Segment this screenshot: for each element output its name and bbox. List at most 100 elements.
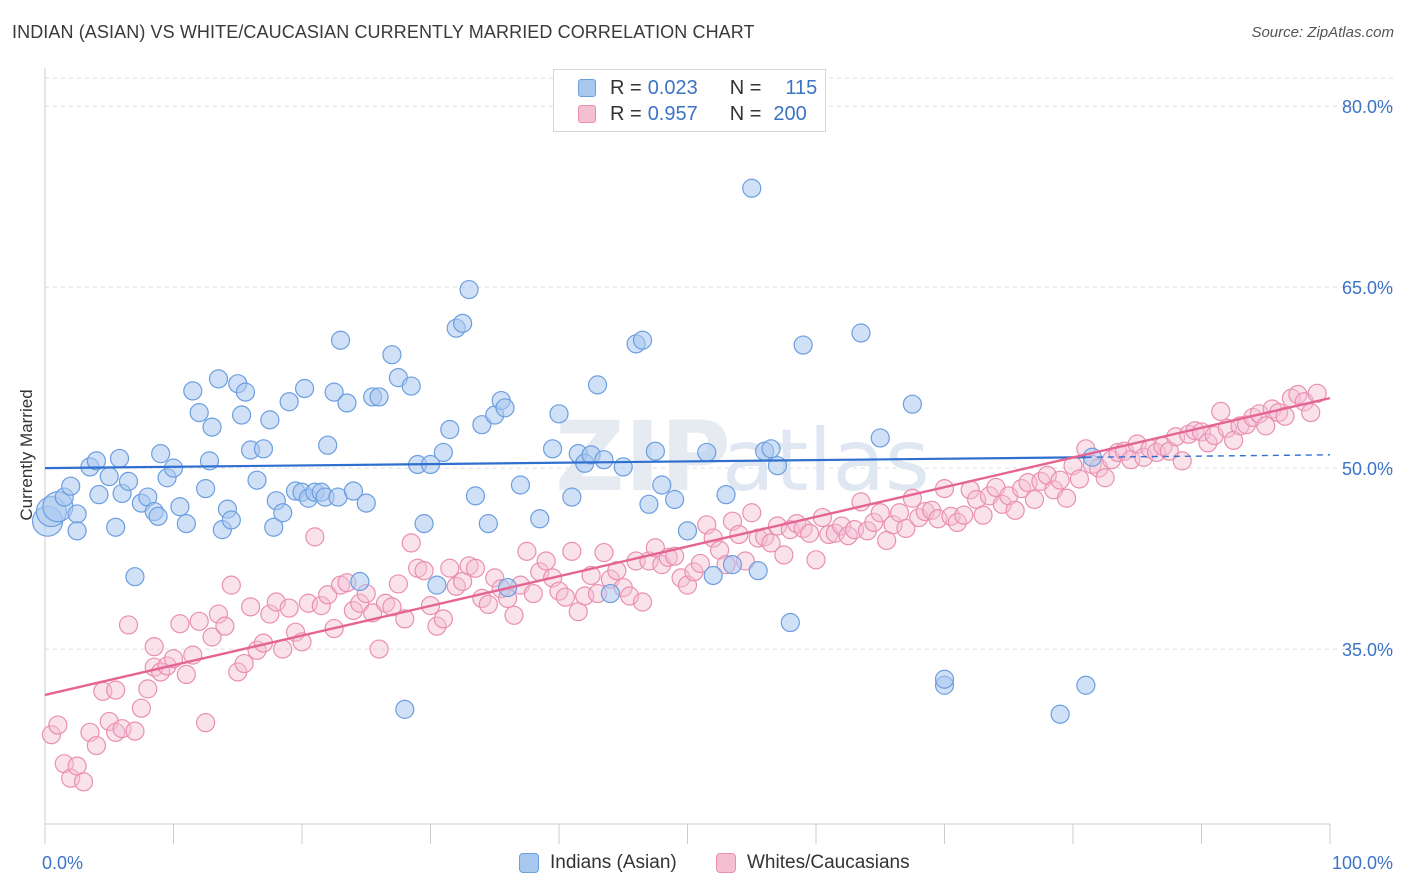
point-whites — [774, 545, 794, 565]
point-whites — [273, 639, 293, 659]
y-tick-label: 65.0% — [1342, 278, 1393, 298]
point-indians — [294, 378, 315, 399]
point-whites — [883, 515, 903, 535]
point-whites — [208, 604, 229, 624]
point-indians — [324, 382, 344, 402]
point-indians — [934, 669, 955, 689]
point-whites — [202, 627, 222, 647]
x-tick-label: 100.0% — [1332, 853, 1393, 873]
point-whites — [260, 604, 280, 624]
point-indians — [151, 444, 171, 464]
point-whites — [478, 594, 498, 615]
point-whites — [562, 541, 582, 561]
point-whites — [832, 516, 852, 536]
point-indians — [748, 561, 768, 581]
point-indians — [89, 485, 109, 505]
series-legend-indians: Indians (Asian) — [519, 852, 677, 874]
series-legend: Indians (Asian) Whites/Caucasians — [0, 852, 1406, 878]
series-swatch-pink — [716, 853, 736, 873]
point-indians — [465, 486, 486, 506]
point-indians — [99, 466, 119, 487]
point-indians — [793, 335, 813, 355]
point-indians — [697, 442, 717, 463]
point-whites — [1095, 468, 1115, 488]
point-whites — [73, 772, 94, 792]
point-indians — [902, 394, 922, 414]
point-whites — [555, 587, 576, 607]
point-whites — [870, 503, 890, 523]
legend-row-whites: R = 0.957 N = 200 — [578, 102, 807, 126]
point-whites — [536, 551, 556, 571]
point-indians — [562, 487, 582, 507]
point-indians — [542, 439, 563, 459]
point-indians — [401, 376, 421, 396]
point-whites — [1056, 488, 1077, 508]
point-whites — [632, 592, 653, 612]
series-legend-whites: Whites/Caucasians — [716, 852, 910, 874]
point-indians — [118, 471, 139, 491]
point-whites — [1198, 433, 1218, 453]
point-whites — [1275, 406, 1295, 426]
point-whites — [1024, 489, 1045, 510]
series-label-indians: Indians (Asian) — [550, 852, 677, 873]
point-whites — [138, 679, 158, 699]
point-whites — [106, 722, 126, 742]
point-whites — [947, 512, 967, 533]
point-whites — [517, 541, 537, 561]
point-indians — [279, 392, 299, 412]
point-whites — [48, 715, 68, 735]
point-whites — [1256, 416, 1276, 436]
source-label: Source: ZipAtlas.com — [1251, 24, 1394, 41]
point-indians — [652, 475, 672, 495]
legend-row-indians: R = 0.023 N = 115 — [578, 76, 817, 100]
point-whites — [864, 512, 884, 533]
point-indians — [1076, 675, 1096, 695]
point-whites — [189, 611, 209, 631]
point-whites — [176, 664, 196, 685]
point-whites — [118, 615, 139, 635]
trend-line-indians-extension — [1085, 454, 1331, 458]
axes — [44, 68, 1331, 844]
point-whites — [234, 653, 254, 674]
trend-line-indians — [44, 456, 1086, 470]
point-whites — [196, 713, 216, 733]
point-whites — [954, 505, 974, 525]
point-whites — [369, 639, 389, 659]
point-indians — [459, 279, 479, 300]
point-whites — [401, 533, 421, 553]
point-whites — [761, 533, 781, 553]
point-indians — [440, 419, 460, 440]
point-indians — [587, 375, 608, 395]
point-indians — [189, 403, 209, 423]
tick-labels: 35.0% 50.0% 65.0% 80.0% 0.0% 100.0% — [42, 97, 1393, 873]
series-label-whites: Whites/Caucasians — [747, 852, 910, 873]
point-whites — [61, 768, 81, 788]
point-indians — [356, 493, 376, 513]
point-indians — [703, 565, 723, 586]
point-whites — [973, 505, 993, 525]
point-indians — [125, 567, 145, 587]
point-indians — [337, 393, 357, 413]
point-indians — [495, 398, 515, 418]
point-indians — [183, 381, 203, 401]
point-whites — [144, 637, 164, 657]
point-whites — [1301, 403, 1321, 423]
trend-line-whites — [44, 396, 1331, 697]
point-indians — [232, 405, 252, 425]
point-indians — [163, 458, 184, 478]
point-indians — [208, 369, 229, 389]
point-whites — [742, 503, 762, 523]
point-indians — [414, 514, 434, 534]
point-whites — [350, 593, 370, 613]
point-whites — [1211, 401, 1231, 422]
point-whites — [504, 605, 524, 625]
point-indians — [86, 451, 107, 471]
legend-n-value: 115 — [785, 76, 818, 99]
point-whites — [1236, 415, 1257, 435]
point-whites — [170, 614, 190, 634]
trend-lines — [44, 396, 1331, 697]
point-whites — [131, 698, 151, 718]
legend-swatch-pink — [578, 105, 596, 123]
point-indians — [202, 417, 222, 437]
legend-r-label: R = — [610, 76, 642, 99]
